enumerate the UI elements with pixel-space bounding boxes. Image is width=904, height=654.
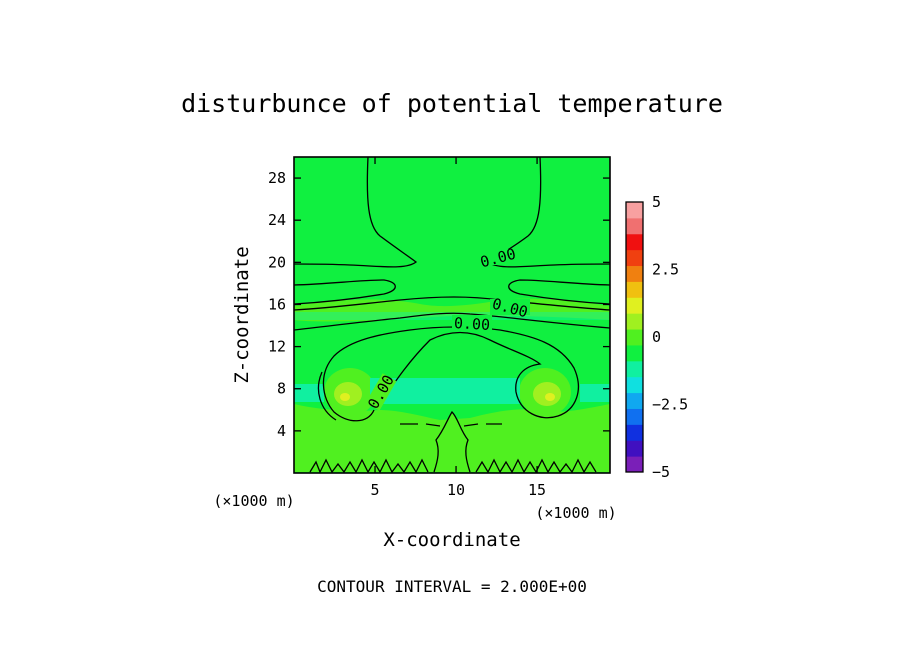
y-tick-label: 12: [268, 338, 286, 356]
colorbar-tick-label: 0: [652, 328, 661, 346]
left-vortex-peak: [340, 393, 350, 401]
contour-ticks-mid: [400, 423, 502, 427]
contour-band-top: [294, 296, 610, 311]
colorbar-swatch: [626, 344, 643, 362]
colorbar-swatch: [626, 392, 643, 409]
colorbar-tick-label: 5: [652, 193, 661, 211]
y-tick-label: 4: [277, 422, 286, 440]
central-plume: [420, 412, 484, 472]
colorbar-swatch: [626, 440, 643, 457]
contour-left-lower: [317, 371, 337, 421]
y-tick-label: 8: [277, 380, 286, 398]
colorbar-swatch: [626, 360, 643, 378]
negative-band-left: [294, 384, 324, 402]
colorbar-swatch: [626, 456, 643, 473]
x-tick-label: 10: [447, 481, 465, 499]
y-axis: 4 8 12 16 20 24 28: [268, 169, 610, 440]
contour-top-left: [294, 157, 418, 268]
x-unit-label: (×1000 m): [213, 492, 294, 510]
negative-band-right: [580, 384, 610, 402]
x-tick-label: 5: [371, 481, 380, 499]
chart-title: disturbunce of potential temperature: [181, 89, 723, 118]
colorbar-swatch: [626, 329, 643, 346]
positive-band-upper: [294, 298, 610, 322]
contour-lines: [294, 157, 610, 473]
y-tick-label: 16: [268, 295, 286, 313]
colorbar-tick-label: −5: [652, 463, 670, 481]
colorbar-swatch: [626, 313, 643, 330]
contour-interval-note: CONTOUR INTERVAL = 2.000E+00: [317, 577, 587, 596]
colorbar-swatch: [626, 297, 643, 314]
contour-mid-left: [294, 279, 396, 305]
colorbar-swatch: [626, 249, 643, 267]
y-tick-label: 28: [268, 169, 286, 187]
colorbar: [625, 201, 644, 473]
colorbar-swatch: [626, 233, 643, 251]
colorbar-swatch: [626, 217, 643, 235]
colorbar-tick-label: 2.5: [652, 261, 679, 279]
colorbar-swatch: [626, 265, 643, 282]
contour-mid-right: [508, 279, 610, 305]
colorbar-swatch: [626, 424, 643, 441]
y-axis-label: Z-coordinate: [231, 246, 253, 383]
plot-frame: [293, 156, 611, 474]
y-tick-label: 24: [268, 211, 286, 229]
colorbar-tick-label: −2.5: [652, 396, 688, 414]
colorbar-swatch: [626, 281, 643, 298]
x-axis: 5 10 15: [371, 157, 546, 499]
y-unit-label: (×1000 m): [535, 504, 616, 522]
colorbar-swatch: [626, 202, 643, 219]
contour-band-bottom: [294, 312, 610, 331]
colorbar-swatch: [626, 376, 643, 394]
y-tick-label: 20: [268, 253, 286, 271]
x-axis-label: X-coordinate: [383, 529, 520, 551]
contour-label: 0.00: [453, 314, 490, 334]
contour-plume: [433, 410, 471, 473]
contour-vortex-pair: [322, 326, 579, 422]
x-tick-label: 15: [528, 481, 546, 499]
right-vortex-peak: [545, 393, 555, 401]
colorbar-swatch: [626, 408, 643, 425]
surface-contours: [309, 458, 597, 473]
colorbar-ticks: 5 2.5 0 −2.5 −5: [652, 193, 688, 481]
colorbar-frame: [625, 201, 644, 473]
